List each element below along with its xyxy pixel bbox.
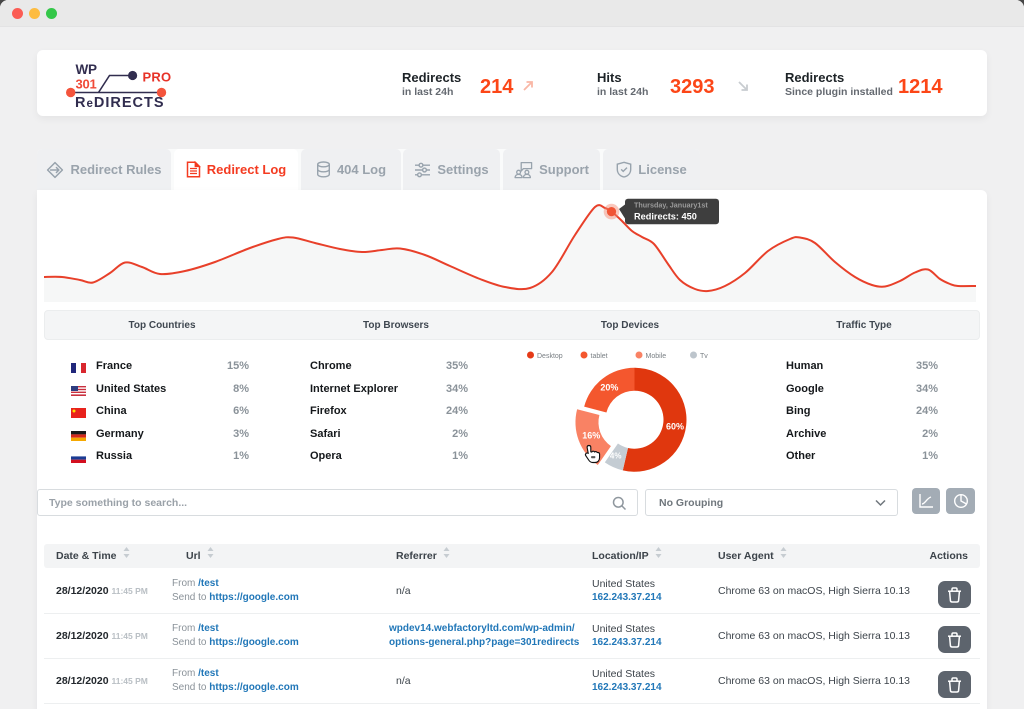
svg-text:WP: WP [76, 62, 98, 77]
svg-text:PRO: PRO [143, 70, 172, 85]
svg-text:16%: 16% [582, 431, 600, 441]
svg-text:Desktop: Desktop [537, 353, 563, 360]
svg-text:tablet: tablet [591, 353, 608, 360]
svg-text:20%: 20% [600, 382, 618, 392]
svg-text:Redirects: 450: Redirects: 450 [634, 212, 697, 222]
svg-text:ReDIRECTS: ReDIRECTS [75, 95, 165, 110]
svg-text:4%: 4% [610, 452, 622, 461]
svg-text:Tv: Tv [700, 353, 708, 360]
svg-text:Thursday, January1st: Thursday, January1st [634, 201, 708, 210]
svg-text:Mobile: Mobile [646, 353, 667, 360]
svg-text:301: 301 [76, 77, 97, 92]
svg-text:60%: 60% [666, 422, 684, 432]
